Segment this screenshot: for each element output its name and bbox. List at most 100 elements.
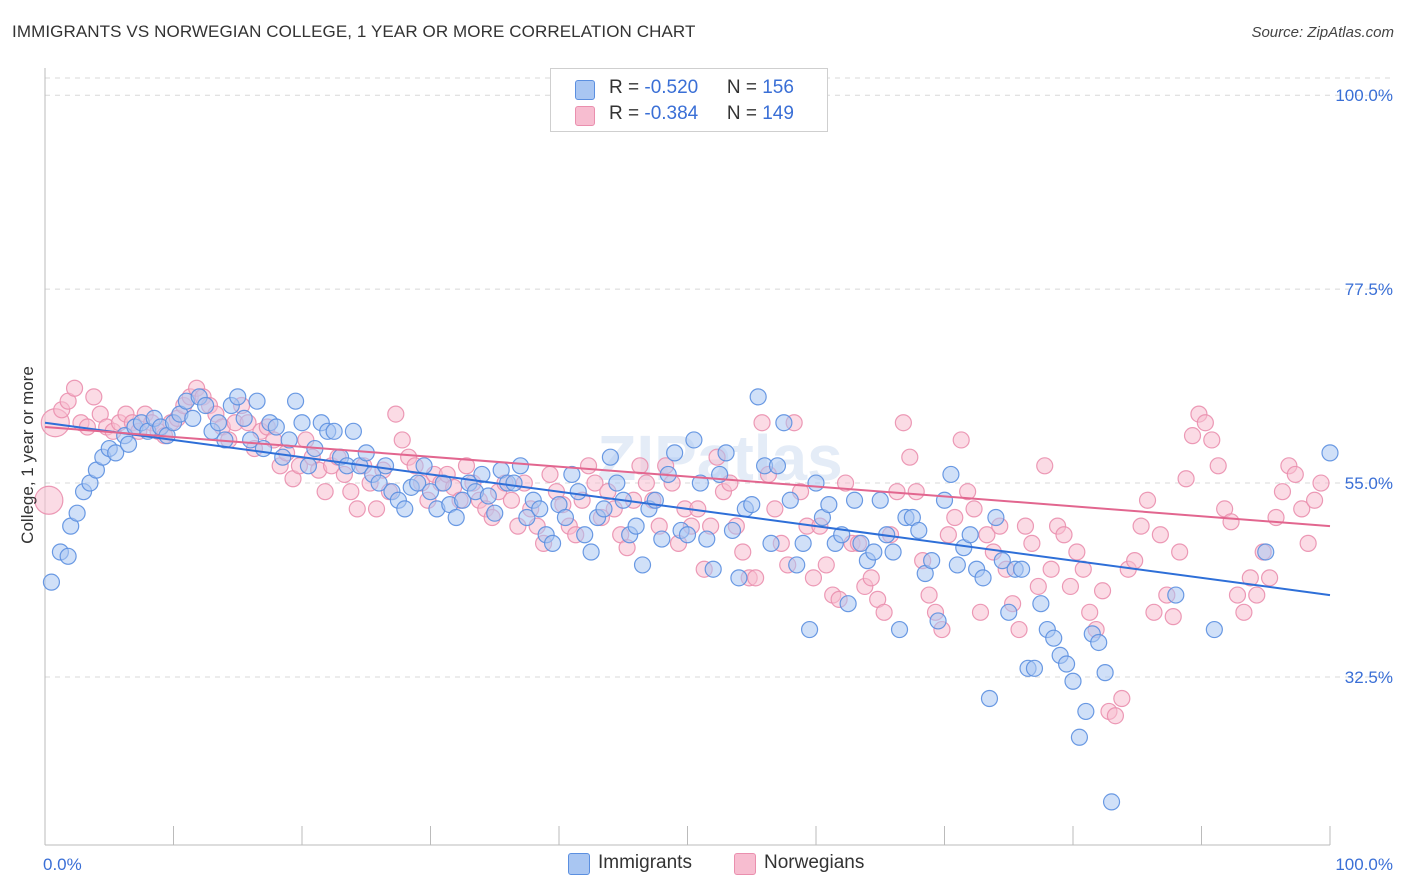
point-norwegians xyxy=(1261,569,1279,587)
point-norwegians xyxy=(1273,483,1292,501)
point-immigrants xyxy=(723,521,742,540)
point-norwegians xyxy=(959,483,977,501)
legend-swatch-immigrants xyxy=(568,853,590,875)
point-norwegians xyxy=(457,457,476,475)
point-norwegians xyxy=(1312,474,1330,492)
point-immigrants xyxy=(852,534,870,552)
point-norwegians xyxy=(316,483,334,501)
point-immigrants xyxy=(454,491,472,509)
point-norwegians xyxy=(901,448,919,466)
point-norwegians xyxy=(946,508,964,527)
point-immigrants xyxy=(1000,603,1018,621)
point-immigrants xyxy=(280,431,298,449)
point-norwegians xyxy=(875,603,893,621)
point-immigrants xyxy=(209,414,228,432)
point-immigrants xyxy=(396,500,414,518)
point-immigrants xyxy=(582,543,600,561)
point-norwegians xyxy=(586,474,604,492)
point-immigrants xyxy=(800,620,819,639)
legend-swatch-immigrants xyxy=(575,80,595,100)
point-immigrants xyxy=(845,491,864,509)
point-norwegians xyxy=(1061,577,1080,596)
point-norwegians xyxy=(1171,543,1189,561)
point-immigrants xyxy=(768,457,787,475)
point-immigrants xyxy=(1012,560,1031,578)
point-immigrants xyxy=(197,396,215,415)
point-norwegians xyxy=(1081,603,1099,621)
point-norwegians xyxy=(1029,577,1047,596)
legend-label-immigrants: Immigrants xyxy=(598,852,692,873)
legend-r-value: -0.520 xyxy=(644,77,699,98)
y-tick-label: 55.0% xyxy=(1345,474,1393,493)
point-immigrants xyxy=(229,388,247,406)
point-immigrants xyxy=(948,556,966,574)
point-immigrants xyxy=(633,556,652,574)
point-immigrants xyxy=(704,560,722,578)
point-immigrants xyxy=(267,418,285,436)
point-immigrants xyxy=(415,457,433,475)
y-axis-label: College, 1 year or more xyxy=(18,366,37,544)
point-immigrants xyxy=(1045,629,1063,647)
x-tick-label: 0.0% xyxy=(43,855,82,874)
point-immigrants xyxy=(890,620,909,639)
point-immigrants xyxy=(929,612,947,630)
point-immigrants xyxy=(1102,793,1121,811)
point-norwegians xyxy=(1068,543,1086,561)
point-immigrants xyxy=(1096,664,1114,682)
point-immigrants xyxy=(608,474,626,492)
point-immigrants xyxy=(691,474,709,492)
point-immigrants xyxy=(576,526,594,544)
point-immigrants xyxy=(749,388,767,406)
point-immigrants xyxy=(678,526,697,544)
point-norwegians xyxy=(348,500,366,518)
point-immigrants xyxy=(884,543,902,561)
point-norwegians xyxy=(766,500,784,518)
point-immigrants xyxy=(1025,659,1044,677)
point-immigrants xyxy=(248,392,266,410)
point-norwegians xyxy=(637,474,655,492)
trendline-norwegians xyxy=(44,426,1331,528)
point-norwegians xyxy=(753,414,771,432)
point-norwegians xyxy=(34,485,64,515)
point-immigrants xyxy=(119,435,138,453)
point-immigrants xyxy=(563,465,581,484)
point-norwegians xyxy=(541,465,559,484)
point-immigrants xyxy=(788,556,806,574)
point-immigrants xyxy=(518,508,536,527)
point-immigrants xyxy=(685,431,703,449)
point-immigrants xyxy=(923,552,941,570)
point-norwegians xyxy=(502,491,521,509)
point-norwegians xyxy=(1177,470,1195,488)
point-norwegians xyxy=(1299,534,1317,552)
point-norwegians xyxy=(1106,707,1125,725)
point-norwegians xyxy=(971,603,990,621)
legend-r-label: R = xyxy=(609,103,645,124)
point-immigrants xyxy=(839,595,857,613)
y-tick-label: 77.5% xyxy=(1345,280,1393,299)
point-immigrants xyxy=(730,569,748,587)
point-immigrants xyxy=(107,444,125,462)
point-immigrants xyxy=(910,521,928,540)
point-immigrants xyxy=(1070,728,1089,746)
point-norwegians xyxy=(894,414,912,432)
point-norwegians xyxy=(1248,586,1266,604)
point-immigrants xyxy=(1321,444,1339,462)
point-norwegians xyxy=(952,431,970,449)
point-immigrants xyxy=(871,491,889,509)
point-immigrants xyxy=(820,495,838,514)
point-norwegians xyxy=(907,483,925,501)
point-immigrants xyxy=(781,491,799,509)
y-tick-label: 32.5% xyxy=(1345,668,1393,687)
point-immigrants xyxy=(543,534,562,552)
point-norwegians xyxy=(939,526,957,544)
point-immigrants xyxy=(974,569,992,587)
legend-swatch-norwegians xyxy=(734,853,756,875)
point-immigrants xyxy=(286,392,305,410)
point-immigrants xyxy=(993,552,1011,570)
point-immigrants xyxy=(293,414,311,432)
point-norwegians xyxy=(387,405,405,423)
chart-title: IMMIGRANTS VS NORWEGIAN COLLEGE, 1 YEAR … xyxy=(12,22,696,41)
point-immigrants xyxy=(698,530,716,548)
point-norwegians xyxy=(1222,513,1240,531)
point-norwegians xyxy=(1145,603,1163,621)
